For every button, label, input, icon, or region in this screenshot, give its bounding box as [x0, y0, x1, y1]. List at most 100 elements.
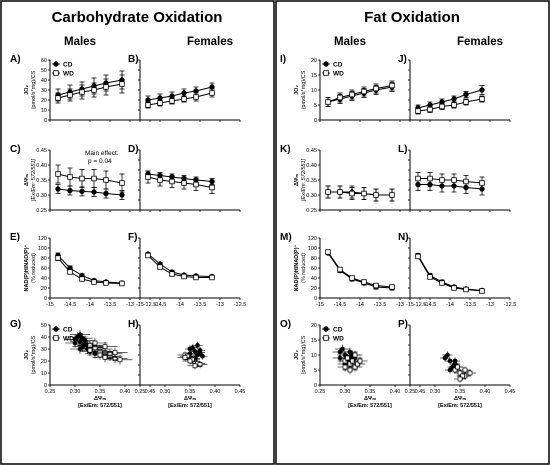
data-point	[373, 282, 379, 289]
legend-marker-cd	[323, 61, 329, 67]
x-axis-label: ΔΨₘ	[364, 396, 376, 402]
y-tick-label: 0.45	[36, 148, 47, 154]
y-tick-label: 40	[41, 78, 47, 84]
data-point	[467, 370, 473, 376]
data-point	[389, 192, 395, 198]
series-WD	[145, 88, 215, 109]
data-point	[67, 92, 73, 98]
series-WD	[325, 80, 395, 107]
panel-label: B)	[128, 54, 139, 65]
data-point	[80, 335, 85, 341]
data-point	[195, 343, 200, 348]
legend-label-cd: CD	[333, 327, 343, 334]
y-tick-label: 0.35	[36, 178, 47, 184]
data-point	[349, 275, 355, 281]
females-title-left: Females	[187, 36, 233, 48]
data-point	[55, 255, 61, 261]
x-axis-label: [Ex/Em: 572/551]	[438, 403, 482, 409]
legend-marker-cd	[53, 61, 59, 67]
data-point	[102, 344, 108, 349]
x-tick-label: -13	[486, 302, 494, 308]
y-axis-label: ΔΨₘ	[294, 174, 300, 186]
y-tick-label: 0.30	[36, 193, 47, 199]
y-axis-label: NAD(P)H/NAD(P)⁺	[293, 244, 300, 291]
data-point	[157, 264, 163, 270]
data-point	[337, 94, 343, 101]
data-point	[92, 340, 98, 346]
data-point	[361, 190, 367, 197]
y-tick-label: 5	[314, 368, 317, 374]
y-tick-label: 100	[308, 246, 317, 252]
x-tick-label: -13.5	[194, 302, 207, 308]
series-WD	[415, 95, 485, 115]
y-axis-label: (pmol/s*mg)/CS	[31, 335, 37, 374]
y-tick-label: 0.25	[306, 208, 317, 214]
data-point	[337, 266, 343, 273]
x-tick-label: -13.5	[104, 302, 117, 308]
panel-D: D)	[128, 144, 241, 212]
x-tick-label: 0.40	[120, 389, 131, 395]
data-point	[87, 347, 93, 353]
y-axis-label: (pmol/s*mg)/CS	[31, 70, 37, 109]
data-point	[77, 332, 83, 337]
panel-P: P) 0.25 0.30 0.35 0.40 0.45 ΔΨₘ[Ex/Em: 572/551…	[398, 319, 515, 409]
data-point	[479, 87, 485, 93]
data-point	[112, 350, 118, 355]
data-point	[389, 284, 395, 290]
y-axis-label: (% reduced)	[301, 253, 307, 283]
carbohydrate-title: Carbohydrate Oxidation	[52, 9, 223, 26]
y-tick-label: 60	[41, 266, 47, 272]
data-point	[457, 370, 463, 376]
panel-label: N)	[398, 232, 409, 243]
data-point	[209, 90, 215, 96]
x-tick-label: -15	[406, 302, 414, 308]
y-tick-label: 0	[44, 118, 47, 124]
data-point	[479, 180, 485, 186]
x-tick-label: -13	[396, 302, 404, 308]
data-point	[463, 286, 469, 293]
series-CD	[325, 250, 395, 291]
y-tick-label: 5	[314, 103, 317, 109]
panel-A: A) 0 10 20 30 40 50 60 JO₂ (pmol/s*mg)/CS CD WD	[10, 54, 151, 124]
series-CD	[55, 184, 125, 200]
legend-marker-wd	[323, 335, 329, 341]
series-WD	[337, 350, 368, 375]
data-point	[55, 95, 61, 101]
panel-label: F)	[128, 232, 137, 243]
fat-title: Fat Oxidation	[364, 9, 460, 26]
x-tick-label: 0.40	[480, 389, 491, 395]
legend-label-cd: CD	[63, 62, 73, 69]
data-point	[455, 364, 460, 370]
data-point	[197, 362, 203, 367]
series-CD	[185, 341, 208, 363]
annotation-line1: Main effect:	[85, 150, 119, 157]
panel-L: L)	[398, 144, 511, 212]
y-tick-label: 10	[41, 371, 47, 377]
panel-label: K)	[280, 144, 291, 155]
legend-marker-cd	[53, 326, 59, 332]
data-point	[103, 280, 109, 286]
data-point	[415, 253, 421, 260]
y-tick-label: 0	[44, 383, 47, 389]
x-tick-label: -13.5	[374, 302, 387, 308]
y-tick-label: 0.35	[306, 178, 317, 184]
series-WD	[415, 253, 485, 294]
data-point	[119, 180, 125, 186]
x-tick-label: -14	[86, 302, 94, 308]
data-point	[337, 189, 343, 195]
panel-label: O)	[280, 319, 291, 330]
x-tick-label: -12.5	[504, 302, 517, 308]
x-axis-label: ΔΨₘ	[184, 396, 196, 402]
data-point	[107, 351, 113, 357]
panel-label: D)	[128, 144, 139, 155]
data-point	[463, 178, 469, 185]
y-tick-label: 10	[41, 108, 47, 114]
data-point	[451, 285, 457, 291]
panel-label: L)	[398, 144, 407, 155]
panel-label: M)	[280, 232, 292, 243]
data-point	[342, 364, 348, 370]
panel-K: K) 0.25 0.30 0.35 0.40 0.45 ΔΨₘ [Ex/Em: 572/551…	[280, 144, 421, 214]
data-point	[72, 340, 78, 346]
data-point	[157, 177, 163, 183]
y-tick-label: 0	[44, 296, 47, 302]
